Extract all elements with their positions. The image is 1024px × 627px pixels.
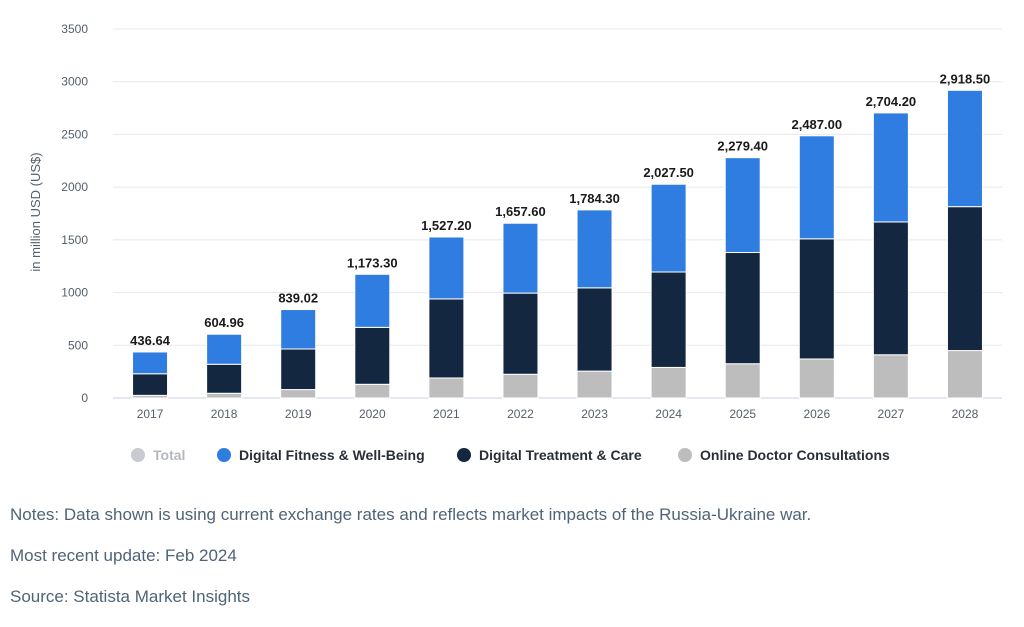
bar-segment-digital-treatment-care[interactable] [502,292,539,375]
grid-lines [113,28,1002,399]
legend: Total Digital Fitness & Well-Being Digital… [131,447,890,463]
legend-marker [678,448,692,462]
x-tick-label: 2024 [655,407,682,421]
chart-notes: Notes: Data shown is using current excha… [10,504,1010,627]
legend-item[interactable]: Total [131,447,185,463]
legend-label: Online Doctor Consultations [700,447,890,463]
bar-segment-digital-fitness-well-being[interactable] [132,351,169,375]
total-labels: 436.64 604.96 839.02 1,173.30 1,527.20 1,657.… [130,71,990,348]
x-axis-ticks: 2017 2018 2019 2020 2021 2022 2023 2024 2025 2026… [137,407,979,421]
x-tick-label: 2026 [803,407,830,421]
bar-segment-online-doctor-consultations[interactable] [206,392,243,399]
bar-segment-digital-fitness-well-being[interactable] [798,135,835,240]
legend-label: Total [153,447,185,463]
bar-segment-digital-treatment-care[interactable] [650,271,687,368]
total-data-label: 2,704.20 [866,94,917,109]
y-axis-label: in million USD (US$) [28,152,43,271]
y-tick-label: 0 [81,391,88,405]
bar-segment-digital-fitness-well-being[interactable] [946,89,983,208]
total-data-label: 604.96 [204,315,244,330]
bar-segment-online-doctor-consultations[interactable] [798,358,835,399]
bar-segment-online-doctor-consultations[interactable] [428,377,465,399]
legend-marker [131,448,145,462]
bar-segment-online-doctor-consultations[interactable] [946,350,983,399]
y-tick-label: 1000 [61,286,88,300]
update-text: Most recent update: Feb 2024 [10,546,237,565]
legend-label: Digital Treatment & Care [479,447,642,463]
chart-area: 0 500 1000 1500 2000 2500 3000 3500 436.64 604.9… [28,22,1002,463]
bar-segment-digital-fitness-well-being[interactable] [206,333,243,365]
bar-segment-digital-fitness-well-being[interactable] [502,222,539,294]
x-tick-label: 2020 [359,407,386,421]
bar-segment-online-doctor-consultations[interactable] [280,389,317,399]
legend-label: Digital Fitness & Well-Being [239,447,425,463]
bar-segment-digital-fitness-well-being[interactable] [428,236,465,300]
legend-item[interactable]: Digital Fitness & Well-Being [217,447,425,463]
y-tick-label: 3500 [61,22,88,36]
bar-segment-digital-fitness-well-being[interactable] [872,112,909,223]
total-data-label: 1,173.30 [347,255,398,270]
total-data-label: 1,784.30 [569,191,620,206]
bar-segment-digital-treatment-care[interactable] [724,252,761,365]
notes-text: Notes: Data shown is using current excha… [10,505,812,524]
legend-marker [457,448,471,462]
source-text: Source: Statista Market Insights [10,587,250,606]
bar-segment-digital-treatment-care[interactable] [132,373,169,396]
y-tick-label: 500 [68,338,88,352]
total-data-label: 2,027.50 [643,165,694,180]
total-data-label: 1,657.60 [495,204,546,219]
total-data-label: 839.02 [278,291,318,306]
legend-marker [217,448,231,462]
bar-segment-digital-treatment-care[interactable] [206,363,243,394]
stacked-bar-chart: 0 500 1000 1500 2000 2500 3000 3500 436.64 604.9… [28,22,1002,463]
bar-segment-online-doctor-consultations[interactable] [650,366,687,399]
bar-segment-digital-treatment-care[interactable] [280,348,317,391]
bar-segment-digital-fitness-well-being[interactable] [576,209,613,289]
legend-item[interactable]: Online Doctor Consultations [678,447,890,463]
bar-segment-digital-treatment-care[interactable] [354,326,391,385]
bar-segment-digital-treatment-care[interactable] [428,298,465,379]
x-tick-label: 2027 [878,407,905,421]
bar-segment-digital-treatment-care[interactable] [798,238,835,360]
total-data-label: 2,487.00 [791,117,842,132]
bar-segment-digital-fitness-well-being[interactable] [724,157,761,254]
x-tick-label: 2021 [433,407,460,421]
bar-segment-digital-treatment-care[interactable] [946,206,983,352]
total-data-label: 2,279.40 [717,139,768,154]
total-data-label: 2,918.50 [940,71,991,86]
x-tick-label: 2028 [952,407,979,421]
x-tick-label: 2022 [507,407,534,421]
x-tick-label: 2025 [729,407,756,421]
total-data-label: 1,527.20 [421,218,472,233]
y-tick-label: 2500 [61,127,88,141]
bar-segment-online-doctor-consultations[interactable] [354,383,391,399]
x-tick-label: 2023 [581,407,608,421]
legend-item[interactable]: Digital Treatment & Care [457,447,642,463]
bar-segment-digital-fitness-well-being[interactable] [354,273,391,328]
bar-segment-online-doctor-consultations[interactable] [576,370,613,399]
bar-segment-digital-fitness-well-being[interactable] [650,183,687,273]
bar-segment-digital-treatment-care[interactable] [576,287,613,372]
x-tick-label: 2018 [211,407,238,421]
bar-segment-online-doctor-consultations[interactable] [724,363,761,399]
bar-segment-digital-treatment-care[interactable] [872,221,909,356]
bars [132,89,983,399]
total-data-label: 436.64 [130,333,171,348]
x-tick-label: 2019 [285,407,312,421]
y-tick-label: 3000 [61,75,88,89]
bar-segment-digital-fitness-well-being[interactable] [280,309,317,350]
y-tick-label: 2000 [61,180,88,194]
bar-segment-online-doctor-consultations[interactable] [872,354,909,399]
y-tick-label: 1500 [61,233,88,247]
bar-segment-online-doctor-consultations[interactable] [502,373,539,399]
x-tick-label: 2017 [137,407,164,421]
y-axis-ticks: 0 500 1000 1500 2000 2500 3000 3500 [61,22,88,405]
